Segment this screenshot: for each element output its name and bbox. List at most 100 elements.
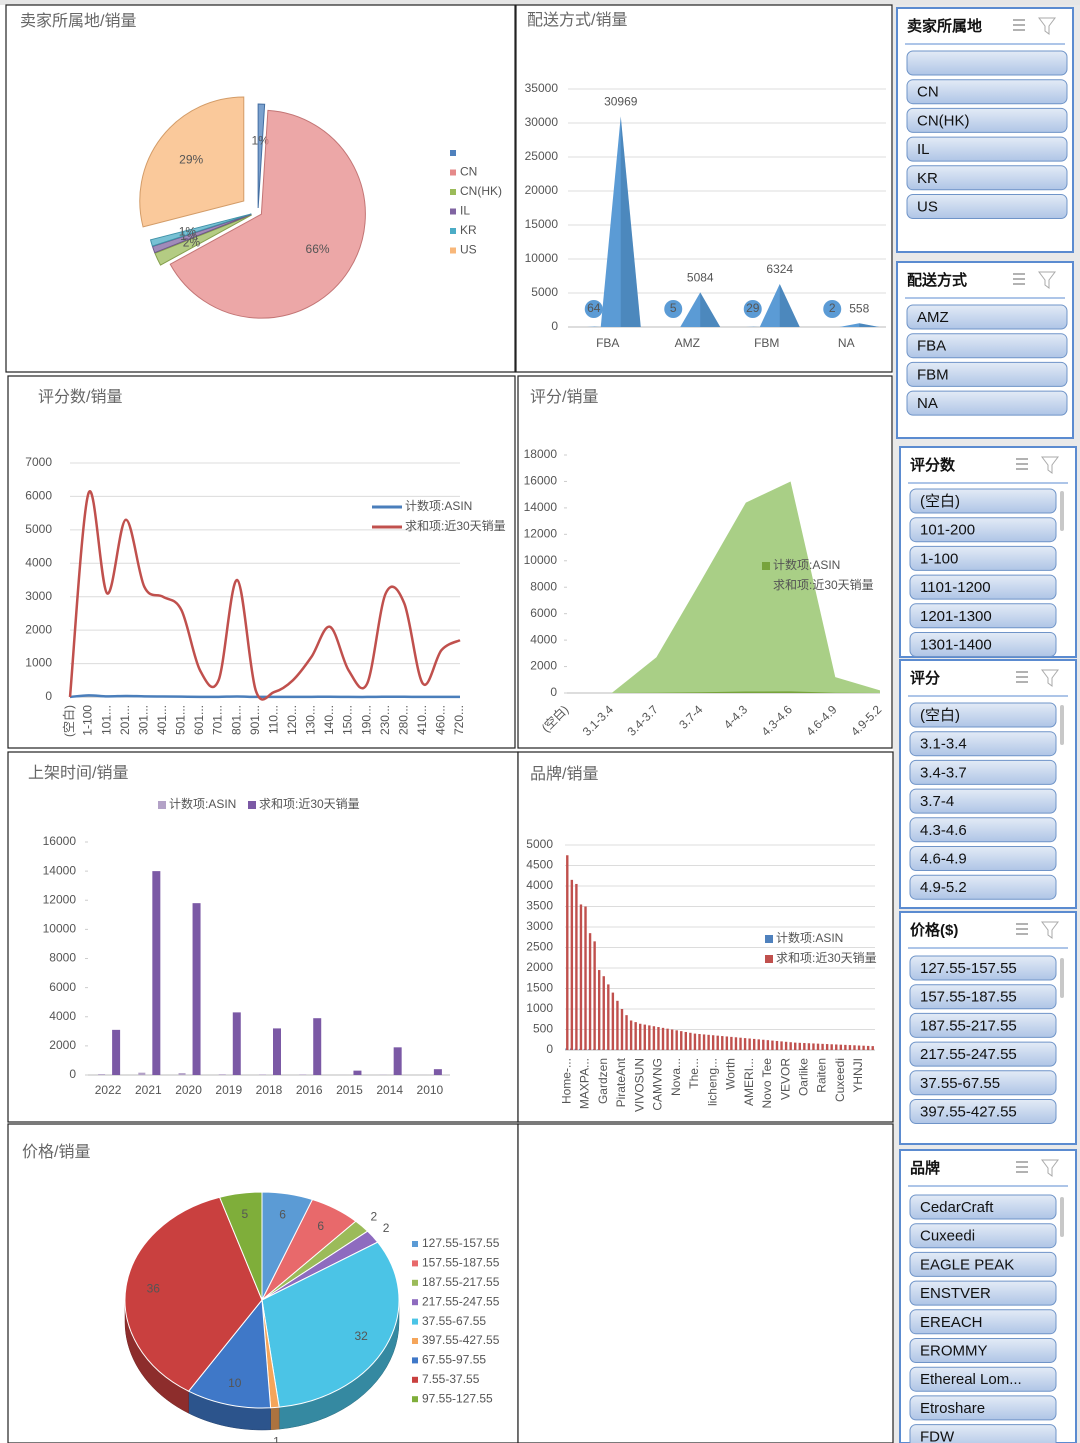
chart-title: 价格/销量 — [22, 1143, 90, 1161]
bar — [299, 1074, 307, 1075]
x-tick-label: 501... — [174, 705, 188, 735]
slicer-item[interactable] — [906, 361, 1068, 387]
x-tick-label: 1-100 — [81, 705, 95, 736]
value-badge — [664, 300, 683, 318]
slicer-item[interactable] — [909, 1012, 1057, 1038]
y-tick-label: 1000 — [25, 656, 52, 670]
clear-filter-icon — [1041, 921, 1059, 939]
bar — [702, 1034, 706, 1050]
slicer-item[interactable] — [909, 1338, 1057, 1363]
slicer-item[interactable] — [909, 1309, 1057, 1335]
area-series — [567, 691, 880, 693]
slicer-item[interactable] — [909, 1223, 1057, 1249]
slicer-item[interactable] — [906, 304, 1068, 330]
slicer-item-label: US — [917, 198, 938, 215]
slicer-item[interactable] — [906, 136, 1068, 162]
slicer-item[interactable] — [906, 194, 1068, 219]
slicer-item[interactable] — [909, 545, 1057, 571]
slicer-item[interactable] — [906, 333, 1068, 359]
bar — [607, 984, 610, 1050]
slicer-item[interactable] — [909, 1070, 1057, 1096]
bar — [693, 1033, 697, 1050]
slicer-item[interactable] — [909, 1366, 1057, 1392]
bar — [844, 1044, 847, 1050]
slicer-item[interactable] — [909, 1251, 1057, 1277]
bar — [597, 1049, 599, 1050]
slicer-item[interactable] — [909, 488, 1057, 514]
bar — [232, 1012, 241, 1075]
slicer-item-label: Cuxeedi — [920, 1228, 975, 1245]
bar — [657, 1027, 660, 1050]
bar — [666, 1028, 669, 1050]
x-tick-label: 130... — [304, 705, 318, 735]
legend-label: 97.55-127.55 — [422, 1391, 493, 1405]
bar — [652, 1026, 656, 1050]
clear-filter-icon — [1038, 17, 1056, 35]
y-tick-label: 20000 — [525, 183, 559, 197]
slicer-item[interactable] — [909, 632, 1057, 657]
y-tick-label: 0 — [546, 1042, 553, 1056]
bar — [643, 1024, 646, 1050]
bar — [748, 1038, 751, 1050]
slicer-item[interactable] — [909, 759, 1057, 785]
bar — [138, 1072, 146, 1075]
bar — [602, 976, 605, 1050]
pie-slice — [218, 1191, 263, 1301]
slicer-item[interactable] — [909, 1424, 1057, 1443]
x-tick-label: licheng... — [705, 1058, 719, 1106]
bar — [584, 906, 587, 1050]
bar — [393, 1047, 402, 1075]
slicer-item[interactable] — [909, 1395, 1057, 1421]
bar — [725, 1036, 729, 1050]
bar — [620, 1009, 624, 1050]
data-label: 5084 — [687, 271, 714, 285]
pie-slice — [187, 1298, 272, 1409]
scrollbar — [1060, 491, 1064, 531]
data-label: 2 — [371, 1209, 378, 1223]
x-tick-label: 410... — [415, 705, 429, 735]
legend-swatch — [248, 801, 256, 809]
slicer-item[interactable] — [909, 1041, 1057, 1067]
slicer-item[interactable] — [909, 846, 1057, 871]
x-tick-label: 190... — [359, 705, 373, 735]
bar — [775, 1040, 779, 1050]
slicer-item[interactable] — [909, 603, 1057, 629]
y-tick-label: 8000 — [49, 951, 76, 965]
data-label: 29% — [179, 152, 203, 166]
data-label: 558 — [849, 301, 869, 315]
slicer-item[interactable] — [909, 874, 1057, 900]
y-tick-label: 5000 — [25, 522, 52, 536]
slicer-item[interactable] — [909, 817, 1057, 843]
slicer-item[interactable] — [906, 165, 1068, 191]
y-tick-label: 4000 — [530, 632, 557, 646]
x-tick-label: 201... — [118, 705, 132, 735]
slicer-title: 评分数 — [910, 456, 956, 474]
slicer-item[interactable] — [909, 574, 1057, 600]
legend-label: CN(HK) — [460, 184, 502, 198]
data-label: 29 — [746, 301, 760, 315]
slicer-item[interactable] — [909, 788, 1057, 814]
slicer-item[interactable] — [906, 107, 1068, 133]
slicer-item[interactable] — [906, 390, 1068, 416]
bar — [353, 1070, 362, 1075]
value-badge — [584, 300, 603, 318]
legend-label: 127.55-157.55 — [422, 1236, 500, 1250]
bar — [807, 1043, 811, 1050]
slicer-item[interactable] — [906, 79, 1068, 105]
data-label: 5 — [242, 1207, 249, 1221]
slicer-item[interactable] — [909, 1194, 1057, 1220]
slicer-item[interactable] — [909, 517, 1057, 543]
bar — [570, 1048, 572, 1050]
x-tick-label: Novo Tee — [760, 1058, 774, 1109]
slicer-item[interactable] — [906, 50, 1068, 76]
slicer-item[interactable] — [909, 955, 1057, 981]
data-label: 6 — [279, 1207, 286, 1221]
slicer-item[interactable] — [909, 702, 1057, 728]
slicer-item[interactable] — [909, 731, 1057, 757]
slicer-item[interactable] — [909, 1099, 1057, 1124]
slicer-item[interactable] — [909, 1280, 1057, 1306]
bar — [433, 1069, 442, 1075]
cone-shade — [700, 292, 721, 327]
legend-label: 计数项:ASIN — [405, 498, 472, 513]
slicer-item[interactable] — [909, 984, 1057, 1010]
